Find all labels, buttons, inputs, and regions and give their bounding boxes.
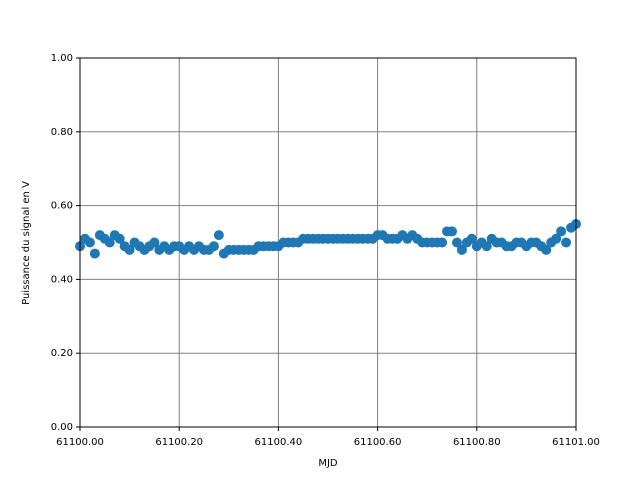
x-tick-label: 61100.00 — [56, 437, 104, 448]
point — [561, 237, 572, 248]
y-tick-label: 1.00 — [51, 53, 73, 64]
point — [466, 233, 477, 244]
point — [451, 237, 462, 248]
point — [437, 237, 448, 248]
point — [104, 237, 115, 248]
y-tick-label: 0.80 — [51, 127, 73, 138]
x-axis-label: MJD — [318, 458, 338, 469]
x-tick-label: 61100.60 — [354, 437, 402, 448]
y-tick-label: 0.00 — [51, 422, 73, 433]
point — [447, 226, 457, 237]
x-tick-label: 61100.20 — [155, 437, 203, 448]
x-tick-label: 61100.40 — [255, 437, 303, 448]
point — [84, 237, 95, 248]
point — [124, 244, 135, 255]
y-tick-label: 0.40 — [51, 274, 73, 285]
x-tick-label: 61101.00 — [552, 437, 600, 448]
point — [481, 241, 492, 252]
point — [114, 233, 125, 244]
point — [456, 244, 467, 255]
point — [213, 230, 224, 241]
point — [149, 237, 160, 248]
point — [556, 226, 567, 237]
point — [208, 241, 219, 252]
plot-frame — [79, 57, 577, 428]
point — [89, 248, 100, 259]
point — [541, 244, 552, 255]
point — [551, 233, 562, 244]
y-tick-label: 0.20 — [51, 348, 73, 359]
y-axis-label: Puissance du signal en V — [21, 181, 32, 305]
x-tick-label: 61100.80 — [453, 437, 501, 448]
y-tick-label: 0.60 — [51, 201, 73, 212]
